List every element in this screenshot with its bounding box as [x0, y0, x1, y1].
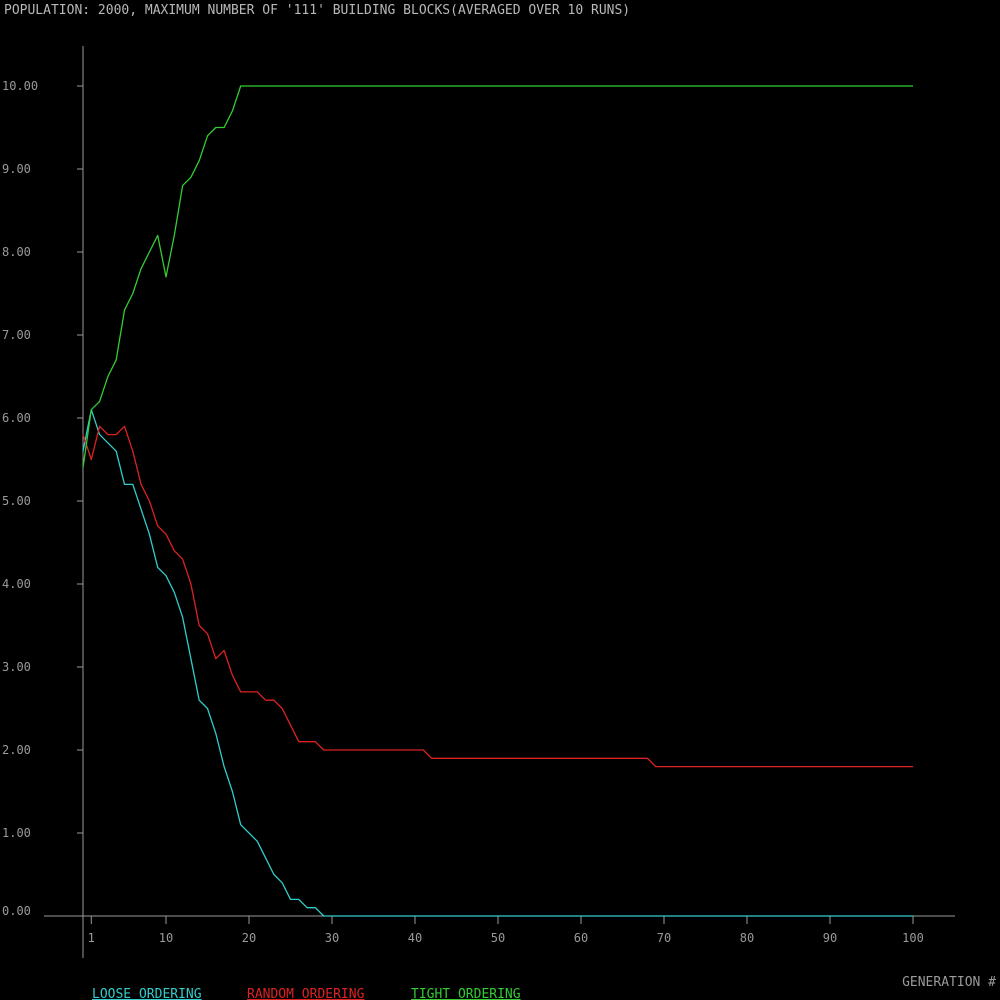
x-tick-label: 10 [159, 931, 173, 945]
y-tick-label: 9.00 [2, 162, 31, 176]
y-tick-label: 0.00 [2, 904, 31, 918]
y-tick-label: 5.00 [2, 494, 31, 508]
y-tick-label: 7.00 [2, 328, 31, 342]
x-tick-label: 60 [574, 931, 588, 945]
series-line-loose-ordering [82, 409, 913, 917]
series-group [82, 85, 913, 917]
y-tick-label: 3.00 [2, 660, 31, 674]
x-tick-label: 40 [408, 931, 422, 945]
y-tick-label: 2.00 [2, 743, 31, 757]
x-tick-label: 100 [902, 931, 924, 945]
x-tick-label: 50 [491, 931, 505, 945]
y-tick-label: 4.00 [2, 577, 31, 591]
y-tick-label: 8.00 [2, 245, 31, 259]
y-tick-label: 1.00 [2, 826, 31, 840]
x-tick-label: 30 [325, 931, 339, 945]
y-tick-label: 10.00 [2, 79, 38, 93]
x-tick-label: 70 [657, 931, 671, 945]
x-tick-label: 20 [242, 931, 256, 945]
x-tick-label: 1 [88, 931, 95, 945]
y-tick-label: 6.00 [2, 411, 31, 425]
series-line-tight-ordering [82, 85, 913, 468]
x-tick-label: 80 [740, 931, 754, 945]
legend-item-tight-ordering: TIGHT ORDERING [411, 987, 521, 1000]
legend-item-loose-ordering: LOOSE ORDERING [92, 987, 202, 1000]
x-tick-label: 90 [823, 931, 837, 945]
ticks: 0.00 1.00 2.00 3.00 4.00 5.00 6.00 7.00 8.00 9.00… [2, 79, 924, 945]
legend-item-random-ordering: RANDOM ORDERING [247, 987, 365, 1000]
x-axis-label: GENERATION # [902, 975, 996, 990]
series-line-random-ordering [82, 425, 913, 768]
legend: LOOSE ORDERING RANDOM ORDERING TIGHT ORDER… [92, 987, 521, 1000]
chart-title: POPULATION: 2000, MAXIMUM NUMBER OF '111… [4, 3, 630, 18]
